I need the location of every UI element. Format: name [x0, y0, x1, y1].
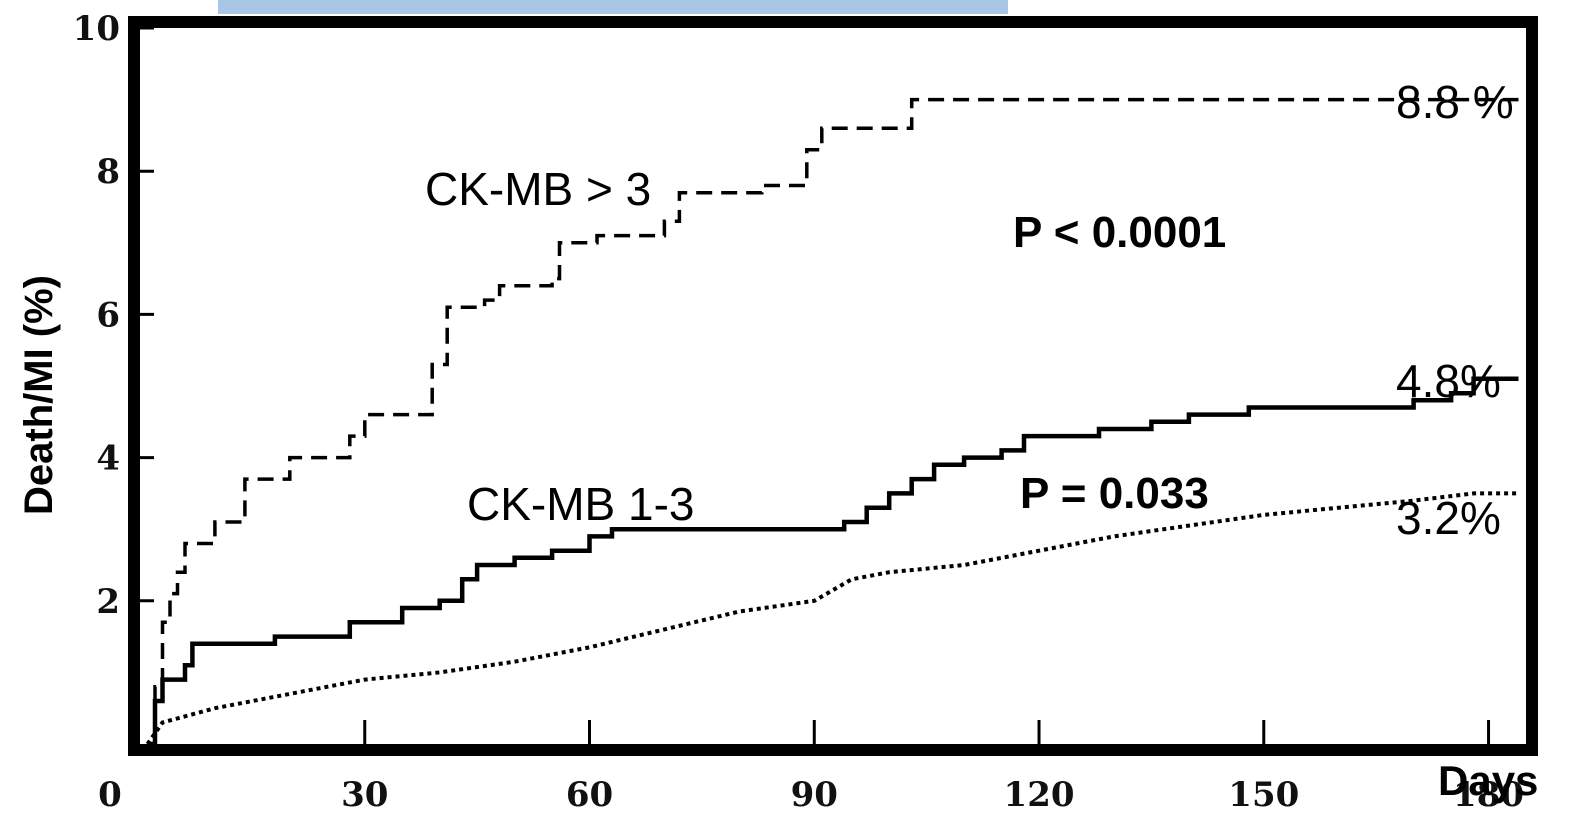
- x-axis-ticks: 0 30 60 90 120 150 180: [98, 720, 1524, 815]
- y-tick-label-2: 2: [96, 582, 120, 622]
- x-tick-label-120: 120: [1004, 775, 1075, 815]
- x-tick-label-60: 60: [566, 775, 613, 815]
- x-tick-label-30: 30: [341, 775, 388, 815]
- x-tick-label-0: 0: [98, 775, 122, 815]
- y-tick-label-10: 10: [73, 9, 120, 49]
- series-label-ckmb-1-3: CK-MB 1-3: [467, 478, 694, 530]
- p-value-ckmb-gt3: P < 0.0001: [1013, 208, 1226, 257]
- y-tick-label-4: 4: [96, 439, 120, 479]
- series-layer: [145, 97, 1519, 747]
- series-ckmb-gt3: [147, 97, 1519, 746]
- y-axis-ticks: 2 4 6 8 10: [73, 9, 154, 622]
- top-banner-strip: [218, 0, 1008, 14]
- end-label-ckmb-gt3: 8.8 %: [1396, 76, 1514, 128]
- end-label-ckmb-1-3: 4.8%: [1396, 355, 1501, 407]
- plot-frame: [128, 16, 1538, 756]
- end-label-reference: 3.2%: [1396, 492, 1501, 544]
- x-tick-label-90: 90: [791, 775, 838, 815]
- x-tick-label-180: 180: [1453, 775, 1524, 815]
- series-label-ckmb-gt3: CK-MB > 3: [425, 163, 651, 215]
- series-ckmb-1-3: [147, 376, 1519, 747]
- p-value-ckmb-1-3: P = 0.033: [1020, 469, 1209, 518]
- y-tick-label-6: 6: [96, 295, 120, 335]
- series-reference: [145, 491, 1519, 746]
- x-tick-label-150: 150: [1228, 775, 1299, 815]
- y-tick-label-8: 8: [96, 152, 120, 192]
- x-axis-title: Days: [1438, 757, 1538, 804]
- y-axis-title: Death/MI (%): [17, 275, 61, 515]
